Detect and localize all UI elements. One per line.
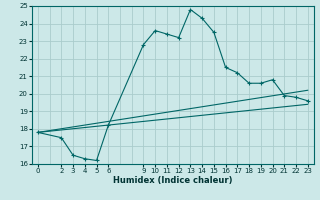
- X-axis label: Humidex (Indice chaleur): Humidex (Indice chaleur): [113, 176, 233, 185]
